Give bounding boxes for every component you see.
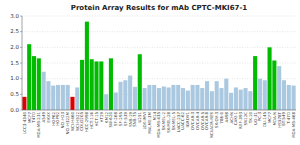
chart: Protein Array Results for mAb CPTC-MKI67… [0, 0, 300, 145]
grid [22, 16, 296, 110]
bar [210, 91, 214, 110]
y-axis-line [22, 16, 23, 110]
bar [176, 85, 180, 110]
bar [46, 81, 50, 110]
bar [191, 85, 195, 110]
x-axis-line [22, 110, 296, 111]
bar [243, 88, 247, 110]
bar [234, 87, 238, 110]
bar [268, 47, 272, 110]
x-axis: LCC3-4340MCF7T47DMDA-MB-231A549EKVXHOP62… [22, 111, 296, 138]
bar [282, 80, 286, 110]
y-tick-label: 3.0 [10, 13, 19, 19]
bar [51, 86, 55, 110]
bar [171, 85, 175, 110]
bar [162, 87, 166, 111]
y-axis: 0.0 0.5 1.0 1.5 2.0 2.5 3.0 [10, 13, 22, 113]
bar [94, 61, 98, 110]
bar [263, 80, 267, 110]
bar [292, 86, 296, 110]
bar [181, 88, 185, 110]
bar [195, 85, 199, 110]
bar [80, 60, 84, 110]
bar [224, 79, 228, 110]
y-tick-label: 0.5 [10, 91, 19, 97]
bar [200, 88, 204, 110]
bar [32, 56, 36, 110]
bar [104, 94, 108, 110]
bar [27, 44, 31, 110]
bar [109, 58, 113, 110]
bar [167, 87, 171, 110]
bar [186, 91, 190, 110]
bar [157, 88, 161, 110]
y-tick-label: 0.0 [10, 107, 19, 113]
bar [114, 92, 118, 110]
bar [128, 76, 132, 110]
bar [123, 80, 127, 110]
bar [272, 60, 276, 110]
bar [152, 85, 156, 110]
bar [248, 91, 252, 110]
bar [219, 88, 223, 110]
grid-line [22, 16, 296, 17]
bars [22, 22, 295, 110]
x-tick-label: MDA-MB-468 [291, 112, 296, 138]
bar [258, 79, 262, 110]
bar [205, 81, 209, 110]
bar [253, 56, 257, 110]
bar [143, 88, 147, 110]
bar [229, 93, 233, 110]
bar [119, 82, 123, 110]
bar [239, 90, 243, 110]
bar [22, 97, 26, 110]
bar [56, 85, 60, 110]
bar [147, 85, 151, 110]
bar [277, 66, 281, 110]
y-tick-label: 2.5 [10, 28, 19, 34]
bar [61, 85, 65, 110]
bar [70, 97, 74, 110]
bar [215, 81, 219, 110]
bar [66, 85, 70, 110]
bar [75, 87, 79, 110]
bar [42, 72, 46, 110]
grid-line [22, 31, 296, 32]
grid-line [22, 47, 296, 48]
bar [287, 85, 291, 110]
y-tick-label: 1.0 [10, 75, 19, 81]
bar [138, 54, 142, 110]
bar [37, 58, 41, 110]
bar [133, 87, 137, 110]
bar [99, 61, 103, 110]
y-tick-label: 1.5 [10, 60, 19, 66]
title: Protein Array Results for mAb CPTC-MKI67… [71, 4, 248, 12]
bar [85, 22, 89, 110]
bar [90, 59, 94, 110]
y-tick-label: 2.0 [10, 44, 19, 50]
